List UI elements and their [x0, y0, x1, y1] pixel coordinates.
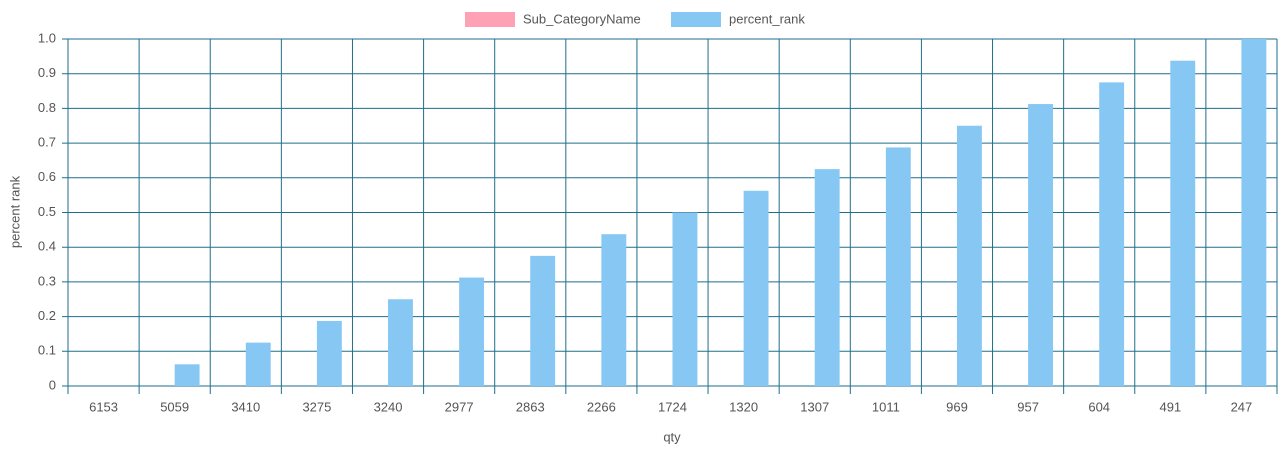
- y-tick-label: 0.9: [38, 65, 56, 80]
- legend-swatch: [465, 12, 515, 27]
- x-tick-label: 2863: [516, 399, 545, 414]
- y-tick-label: 0.2: [38, 308, 56, 323]
- bar: [174, 364, 200, 386]
- y-axis-label: percent rank: [7, 175, 22, 248]
- x-tick-label: 1724: [658, 399, 687, 414]
- x-tick-label: 2266: [587, 399, 616, 414]
- bar: [1028, 104, 1053, 386]
- bar: [1241, 39, 1267, 386]
- x-tick-label: 1307: [800, 399, 829, 414]
- bar: [530, 255, 556, 386]
- bar: [956, 125, 982, 386]
- y-tick-label: 1.0: [38, 30, 56, 45]
- y-tick-label: 0.8: [38, 100, 56, 115]
- x-axis-label: qty: [663, 429, 681, 444]
- bar: [459, 277, 485, 386]
- bar: [743, 190, 769, 386]
- y-tick-label: 0.4: [38, 239, 56, 254]
- y-tick-label: 0.5: [38, 204, 56, 219]
- y-tick-label: 0.6: [38, 169, 56, 184]
- y-tick-label: 0: [49, 377, 56, 392]
- y-tick-label: 0.3: [38, 273, 56, 288]
- x-tick-label: 969: [946, 399, 968, 414]
- legend-label: percent_rank: [729, 11, 805, 26]
- legend-label: Sub_CategoryName: [523, 11, 641, 26]
- x-tick-label: 3410: [231, 399, 260, 414]
- x-tick-label: 957: [1017, 399, 1039, 414]
- bar: [601, 234, 627, 386]
- y-tick-label: 0.1: [38, 343, 56, 358]
- x-tick-label: 3275: [302, 399, 331, 414]
- bar: [1170, 60, 1196, 386]
- bar: [245, 342, 271, 386]
- y-tick-label: 0.7: [38, 135, 56, 150]
- x-tick-label: 3240: [374, 399, 403, 414]
- x-tick-label: 247: [1231, 399, 1253, 414]
- bar: [1099, 82, 1125, 386]
- bar: [885, 147, 911, 386]
- x-tick-label: 5059: [160, 399, 189, 414]
- x-tick-label: 6153: [89, 399, 118, 414]
- legend-swatch: [671, 12, 721, 27]
- x-tick-label: 2977: [445, 399, 474, 414]
- bar: [388, 299, 413, 386]
- x-tick-label: 1011: [872, 399, 900, 414]
- x-tick-label: 604: [1088, 399, 1110, 414]
- bar: [316, 320, 342, 386]
- bar: [814, 169, 840, 386]
- bar: [672, 212, 698, 386]
- x-tick-label: 1320: [729, 399, 758, 414]
- x-tick-label: 491: [1159, 399, 1181, 414]
